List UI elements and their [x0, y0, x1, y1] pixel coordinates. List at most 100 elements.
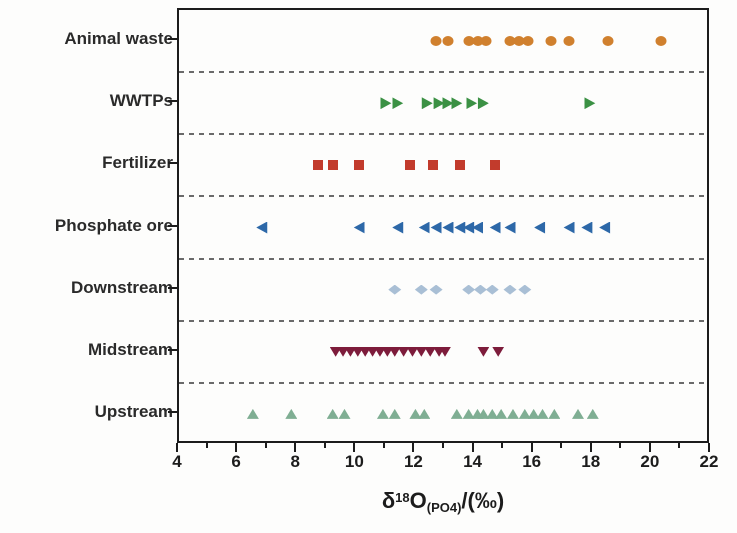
category-label-wwtps: WWTPs — [109, 91, 173, 111]
data-point-circle — [504, 36, 516, 47]
x-axis-title: δ18O(PO4)/(‰) — [177, 488, 709, 515]
data-point-triangle-right — [442, 97, 454, 110]
data-point-square — [454, 160, 465, 171]
x-axis-minor-tick — [264, 443, 267, 448]
data-point-triangle-left — [418, 221, 430, 234]
data-point-triangle-left — [563, 221, 575, 234]
row-separator — [179, 195, 707, 198]
data-point-triangle-right — [433, 97, 445, 110]
x-axis-minor-tick — [678, 443, 681, 448]
data-point-diamond — [388, 284, 402, 295]
data-point-circle — [442, 36, 454, 47]
y-axis-tick — [168, 286, 177, 289]
x-axis-tick-label: 4 — [172, 452, 182, 471]
x-axis-title-part: O — [409, 488, 427, 513]
data-point-triangle-down — [359, 346, 372, 357]
data-point-circle — [463, 36, 475, 47]
x-axis-title-part: /(‰) — [461, 488, 505, 513]
data-point-triangle-up — [450, 408, 463, 419]
data-point-triangle-up — [471, 408, 484, 419]
x-axis-tick-label: 8 — [290, 452, 300, 471]
row-separator — [179, 381, 707, 384]
data-point-triangle-up — [418, 408, 431, 419]
row-separator — [179, 71, 707, 74]
data-point-triangle-left — [430, 221, 442, 234]
data-point-diamond — [473, 284, 487, 295]
data-point-triangle-left — [504, 221, 516, 234]
x-axis-minor-tick — [323, 443, 326, 448]
x-axis-tick-label: 18 — [581, 452, 601, 471]
data-point-triangle-left — [256, 221, 268, 234]
plot-area — [177, 8, 709, 443]
data-point-triangle-up — [586, 408, 599, 419]
data-point-circle — [480, 36, 492, 47]
data-point-triangle-up — [527, 408, 540, 419]
data-point-triangle-left — [353, 221, 365, 234]
x-axis-minor-tick — [205, 443, 208, 448]
y-axis-tick — [168, 100, 177, 103]
data-point-triangle-right — [421, 97, 433, 110]
data-point-triangle-down — [329, 346, 342, 357]
x-axis-minor-tick — [501, 443, 504, 448]
category-label-downstream: Downstream — [70, 277, 173, 297]
data-point-triangle-down — [337, 346, 350, 357]
data-point-square — [404, 160, 415, 171]
data-point-triangle-down — [433, 346, 446, 357]
data-point-triangle-left — [454, 221, 466, 234]
category-label-animal-waste: Animal waste — [64, 29, 173, 49]
data-point-triangle-up — [536, 408, 549, 419]
data-point-diamond — [414, 284, 428, 295]
x-axis-major-tick — [412, 443, 415, 452]
data-point-diamond — [429, 284, 443, 295]
data-point-triangle-up — [285, 408, 298, 419]
x-axis-major-tick — [353, 443, 356, 452]
y-axis-tick — [168, 38, 177, 41]
x-axis-major-tick — [530, 443, 533, 452]
data-point-triangle-right — [584, 97, 596, 110]
x-axis-tick-label: 12 — [403, 452, 423, 471]
data-point-triangle-right — [466, 97, 478, 110]
x-axis-tick-label: 16 — [522, 452, 542, 471]
x-axis-minor-tick — [619, 443, 622, 448]
x-axis-tick-label: 14 — [463, 452, 483, 471]
x-axis-tick-label: 6 — [231, 452, 241, 471]
data-point-square — [428, 160, 439, 171]
data-point-circle — [602, 36, 614, 47]
data-point-circle — [655, 36, 667, 47]
row-separator — [179, 257, 707, 260]
data-point-triangle-left — [581, 221, 593, 234]
data-point-triangle-down — [492, 346, 505, 357]
data-point-triangle-down — [351, 346, 364, 357]
data-point-triangle-left — [392, 221, 404, 234]
category-label-fertilizer: Fertilizer — [102, 153, 173, 173]
data-point-triangle-down — [477, 346, 490, 357]
data-point-triangle-right — [380, 97, 392, 110]
data-point-square — [312, 160, 323, 171]
data-point-triangle-left — [463, 221, 475, 234]
data-point-triangle-up — [486, 408, 499, 419]
category-label-upstream: Upstream — [94, 401, 173, 421]
data-point-circle — [522, 36, 534, 47]
data-point-triangle-right — [392, 97, 404, 110]
category-label-phosphate-ore: Phosphate ore — [54, 215, 173, 235]
x-axis-title-part: δ — [381, 488, 396, 513]
x-axis-tick-label: 10 — [344, 452, 364, 471]
data-point-triangle-right — [451, 97, 463, 110]
data-point-triangle-down — [415, 346, 428, 357]
data-point-diamond — [462, 284, 476, 295]
data-point-diamond — [485, 284, 499, 295]
data-point-triangle-left — [442, 221, 454, 234]
data-point-triangle-up — [409, 408, 422, 419]
data-point-triangle-left — [599, 221, 611, 234]
data-point-circle — [545, 36, 557, 47]
data-point-triangle-up — [388, 408, 401, 419]
x-axis-major-tick — [235, 443, 238, 452]
x-axis-major-tick — [589, 443, 592, 452]
data-point-triangle-up — [518, 408, 531, 419]
data-point-triangle-down — [406, 346, 419, 357]
category-label-midstream: Midstream — [87, 339, 173, 359]
data-point-circle — [430, 36, 442, 47]
data-point-triangle-down — [397, 346, 410, 357]
x-axis-major-tick — [648, 443, 651, 452]
